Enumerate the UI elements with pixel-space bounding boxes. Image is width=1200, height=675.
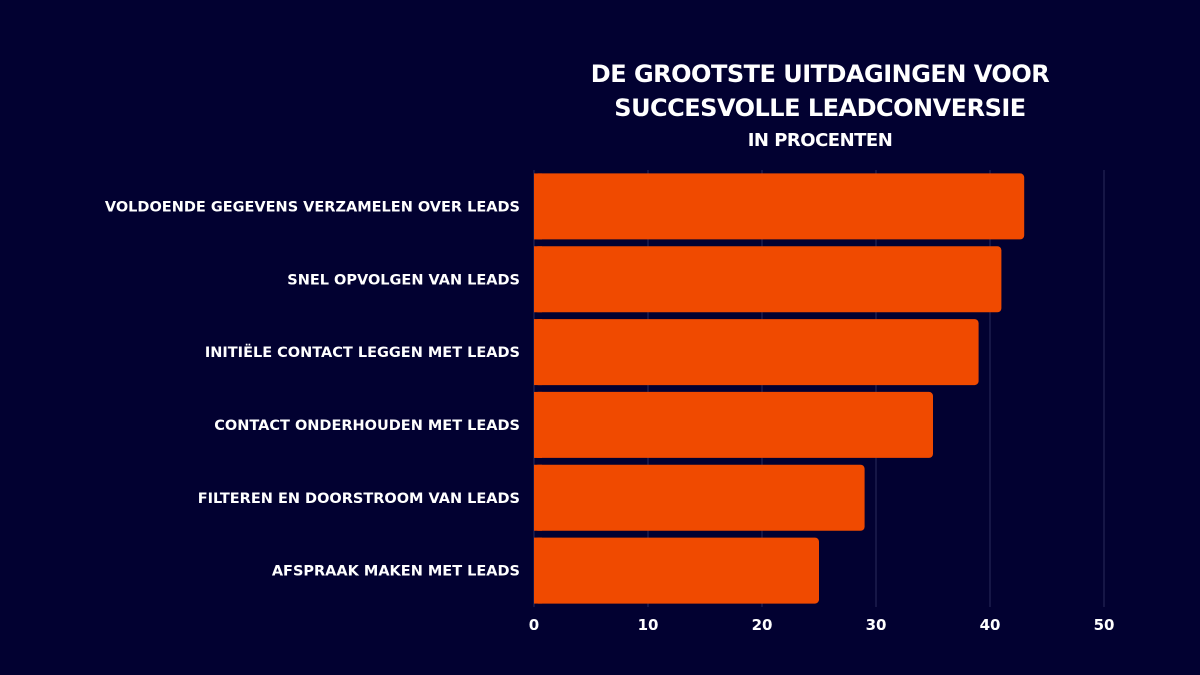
bar-4-base <box>534 391 542 458</box>
bar-1-base <box>534 173 542 240</box>
bar-3-base <box>534 319 542 386</box>
x-axis-ticks: 0 10 20 30 40 50 <box>529 616 1115 634</box>
chart-title-line-2: SUCCESVOLLE LEADCONVERSIE <box>614 94 1026 122</box>
x-tick-label: 30 <box>866 616 887 634</box>
bar-2 <box>534 246 1002 313</box>
category-label: VOLDOENDE GEGEVENS VERZAMELEN OVER LEADS <box>105 199 520 215</box>
bar-5-base <box>534 464 542 531</box>
chart-title-line-1: DE GROOTSTE UITDAGINGEN VOOR <box>590 60 1050 88</box>
chart-subtitle: IN PROCENTEN <box>747 130 893 151</box>
bar-5 <box>534 464 865 531</box>
bar-2-base <box>534 246 542 313</box>
bar-6 <box>534 537 819 604</box>
bar-1 <box>534 173 1025 240</box>
bar-4 <box>534 391 933 458</box>
x-tick-label: 10 <box>638 616 659 634</box>
category-label: AFSPRAAK MAKEN MET LEADS <box>272 564 520 580</box>
x-tick-label: 40 <box>980 616 1001 634</box>
x-tick-label: 20 <box>752 616 773 634</box>
gridlines <box>533 170 1105 607</box>
x-tick-label: 50 <box>1094 616 1115 634</box>
category-label: FILTEREN EN DOORSTROOM VAN LEADS <box>198 491 520 507</box>
bar-6-base <box>534 537 542 604</box>
category-labels: VOLDOENDE GEGEVENS VERZAMELEN OVER LEADS… <box>105 199 520 579</box>
bars <box>534 173 1025 604</box>
x-tick-label: 0 <box>529 616 539 634</box>
category-label: INITIËLE CONTACT LEGGEN MET LEADS <box>205 344 520 361</box>
category-label: CONTACT ONDERHOUDEN MET LEADS <box>214 418 520 434</box>
bar-3 <box>534 319 979 386</box>
category-label: SNEL OPVOLGEN VAN LEADS <box>287 272 520 288</box>
